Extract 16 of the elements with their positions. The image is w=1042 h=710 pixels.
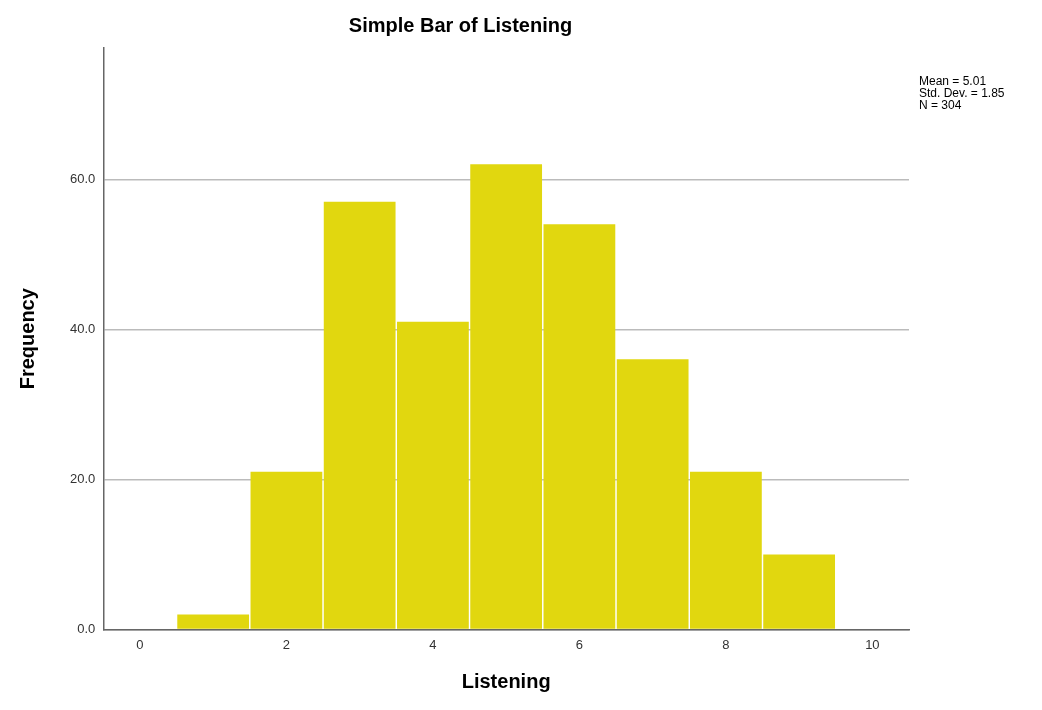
chart-title: Simple Bar of Listening (348, 13, 573, 36)
y-axis-title: Frequency (15, 287, 38, 390)
y-tick-label: 0.0 (77, 620, 96, 636)
y-tick-label: 40.0 (69, 320, 96, 336)
x-tick-label: 10 (865, 636, 880, 652)
y-tick-label: 20.0 (69, 470, 96, 486)
x-tick-label: 2 (282, 636, 291, 652)
x-tick-label: 4 (429, 636, 437, 652)
text: N = 304 (919, 98, 962, 113)
y-tick-label: 60.0 (69, 170, 96, 186)
x-axis-title: Listening (461, 669, 551, 692)
x-tick-label: 6 (575, 636, 584, 652)
text: Std. Dev. = 1.85 (919, 86, 1005, 101)
x-tick-label: 8 (722, 636, 730, 652)
text: Mean = 5.01 (919, 74, 987, 89)
x-tick-label: 0 (136, 636, 144, 652)
